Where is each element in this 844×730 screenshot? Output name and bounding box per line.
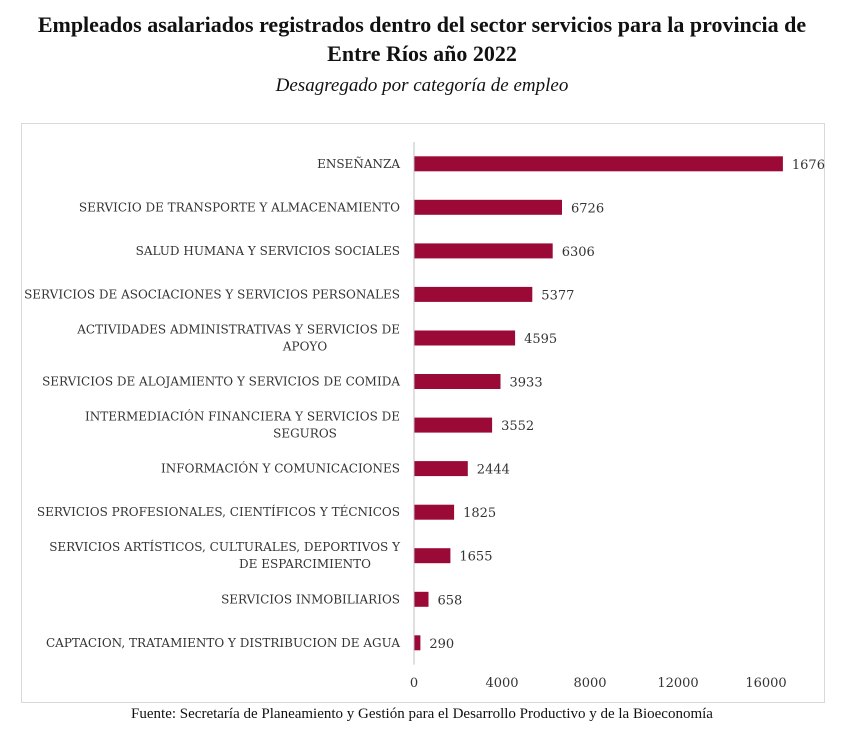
category-label: APOYO [282,340,328,354]
category-label: CAPTACION, TRATAMIENTO Y DISTRIBUCION DE… [46,636,400,650]
bar [414,461,468,477]
data-label: 2444 [477,463,510,478]
category-label: SERVICIO DE TRANSPORTE Y ALMACENAMIENTO [79,200,400,214]
bar [414,374,501,389]
category-label: INTERMEDIACIÓN FINANCIERA Y SERVICIOS DE [85,408,400,424]
bar [414,199,562,215]
data-label: 3933 [510,376,543,391]
data-label: 16767 [792,158,826,173]
bar [414,243,553,259]
data-label: 1825 [463,506,496,521]
x-tick-label: 8000 [573,676,606,691]
data-label: 658 [438,593,463,608]
bar [414,548,451,564]
x-tick-label: 0 [410,676,418,691]
bar [414,156,783,172]
chart-frame: 16767 ENSEÑANZA 6726 SERVICIO DE TRANSPORTE… [21,123,826,703]
chart-title: Empleados asalariados registrados dentro… [0,10,844,68]
bar [414,591,429,607]
source-note: Fuente: Secretaría de Planeamiento y Ges… [131,706,713,722]
bar [414,635,421,651]
x-tick-label: 12000 [657,676,698,691]
data-label: 6726 [571,201,604,216]
category-label: SERVICIOS PROFESIONALES, CIENTÍFICOS Y T… [37,504,400,519]
chart-title-line-2: Entre Ríos año 2022 [327,41,517,66]
bar [414,330,516,346]
bar [414,504,455,520]
bar-chart: 16767 ENSEÑANZA 6726 SERVICIO DE TRANSPORTE… [24,142,826,691]
x-tick-label: 16000 [745,676,786,691]
category-label: SERVICIOS ARTÍSTICOS, CULTURALES, DEPORT… [49,539,401,554]
x-tick-label: 4000 [485,676,518,691]
data-label: 6306 [562,245,595,260]
bar [414,417,493,433]
category-label: INFORMACIÓN Y COMUNICACIONES [161,460,400,476]
bar [414,286,533,302]
data-label: 3552 [501,419,534,434]
data-label: 4595 [524,332,557,347]
category-label: ENSEÑANZA [317,156,400,171]
category-label: ACTIVIDADES ADMINISTRATIVAS Y SERVICIOS … [76,323,400,337]
category-label: DE ESPARCIMIENTO [239,557,371,571]
data-label: 290 [429,637,454,652]
data-label: 5377 [541,288,574,303]
category-label: SERVICIOS DE ALOJAMIENTO Y SERVICIOS DE … [42,375,400,389]
data-label: 1655 [459,550,492,565]
category-label: SEGUROS [273,427,337,441]
chart-subtitle: Desagregado por categoría de empleo [275,75,569,96]
chart-title-line-1: Empleados asalariados registrados dentro… [37,12,807,37]
category-label: SALUD HUMANA Y SERVICIOS SOCIALES [136,244,400,258]
category-label: SERVICIOS DE ASOCIACIONES Y SERVICIOS PE… [24,287,400,301]
category-label: SERVICIOS INMOBILIARIOS [221,592,400,606]
